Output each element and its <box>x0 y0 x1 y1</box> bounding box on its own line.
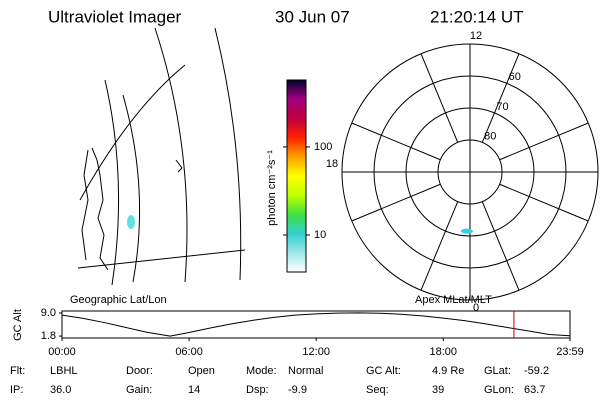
aurora-point <box>460 228 473 234</box>
map-label: Geographic Lat/Lon <box>70 294 167 306</box>
info-value: 36.0 <box>50 384 71 396</box>
y-tick-label: 1.8 <box>41 330 56 342</box>
diag-line <box>499 122 589 161</box>
mlt-label: 0 <box>473 302 479 314</box>
x-tick-label: 12:00 <box>302 346 330 358</box>
info-label: GC Alt: <box>366 365 401 377</box>
x-tick-label: 18:00 <box>429 346 457 358</box>
diag-line <box>499 183 589 222</box>
y-axis-label: GC Alt <box>12 309 24 341</box>
diag-line <box>420 53 459 143</box>
x-tick-label: 00:00 <box>48 346 76 358</box>
geo-map <box>77 27 246 286</box>
info-value: LBHL <box>50 365 78 377</box>
info-label: Door: <box>126 365 153 377</box>
info-label: Dsp: <box>246 384 269 396</box>
lat-label: 70 <box>496 101 508 113</box>
tick-label: 10 <box>314 229 326 241</box>
colorbar <box>286 79 307 273</box>
info-value: -59.2 <box>524 365 549 377</box>
title: Ultraviolet Imager <box>48 7 182 26</box>
info-value: -9.9 <box>288 384 307 396</box>
diag-line <box>481 53 520 143</box>
info-label: Seq: <box>366 384 389 396</box>
info-value: 63.7 <box>524 384 545 396</box>
info-value: 39 <box>432 384 444 396</box>
info-label: GLat: <box>484 365 511 377</box>
x-tick-label: 06:00 <box>175 346 203 358</box>
aurora-blob <box>127 215 135 229</box>
polar-title: Apex MLat/MLT <box>415 294 492 306</box>
x-tick-label: 23:59 <box>556 346 584 358</box>
info-value: 14 <box>188 384 200 396</box>
info-label: Flt: <box>10 365 25 377</box>
info-value: Open <box>188 365 215 377</box>
info-label: Gain: <box>126 384 152 396</box>
info-label: Mode: <box>246 365 277 377</box>
y-tick-label: 9.0 <box>41 307 56 319</box>
lat-label: 60 <box>509 71 521 83</box>
mlt-label: 12 <box>470 30 482 42</box>
diag-line <box>351 183 441 222</box>
tick-label: 100 <box>314 141 332 153</box>
info-value: 4.9 Re <box>432 365 464 377</box>
diag-line <box>420 201 459 291</box>
altitude-line <box>61 312 570 337</box>
plot-frame <box>61 310 571 339</box>
mlt-label: 18 <box>326 158 338 170</box>
info-label: IP: <box>10 384 23 396</box>
info-value: Normal <box>288 365 323 377</box>
diag-line <box>481 201 520 291</box>
diag-line <box>351 122 441 161</box>
colorbar-label: photon cm⁻²s⁻¹ <box>266 150 278 226</box>
date: 30 Jun 07 <box>275 7 350 26</box>
time: 21:20:14 UT <box>430 7 524 26</box>
info-label: GLon: <box>484 384 514 396</box>
lat-label: 80 <box>484 130 496 142</box>
